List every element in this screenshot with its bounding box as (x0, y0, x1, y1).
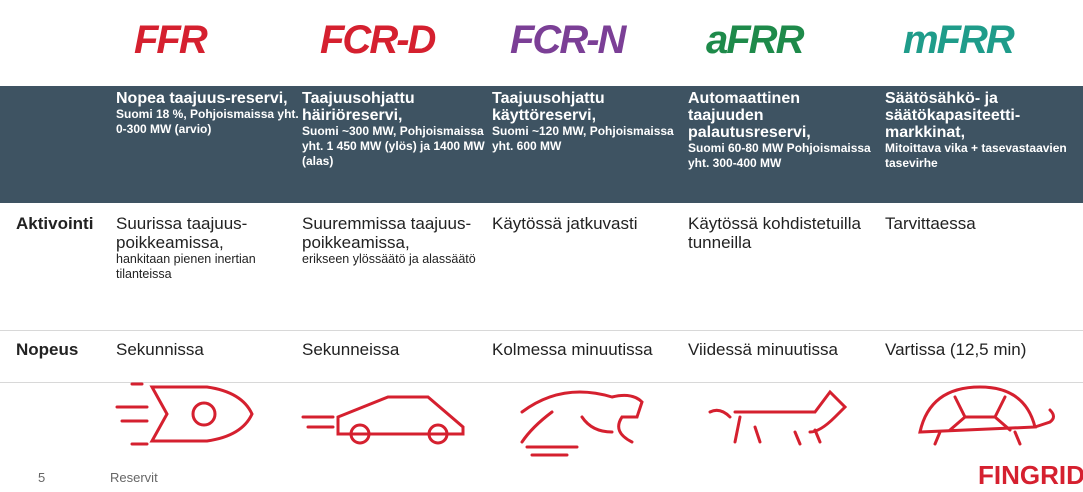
cell-text: Viidessä minuutissa (688, 340, 838, 359)
dog-icon (708, 389, 848, 446)
header-cell: Taajuusohjattu häiriöreservi, Suomi ~300 … (302, 90, 487, 169)
header-title: Nopea taajuus-reservi, (116, 90, 288, 107)
cell: Käytössä kohdistetuilla tunneilla (688, 214, 873, 252)
cell-text: Tarvittaessa (885, 214, 976, 233)
row-label: Nopeus (16, 340, 79, 359)
cell-text: Vartissa (12,5 min) (885, 340, 1027, 359)
cell: Kolmessa minuutissa (492, 340, 677, 359)
header-detail: Suomi ~120 MW, Pohjoismaissa yht. 600 MW (492, 124, 674, 153)
cell: Vartissa (12,5 min) (885, 340, 1070, 359)
section-name: Reservit (110, 470, 158, 485)
cell-note: erikseen ylössäätö ja alassäätö (302, 252, 476, 266)
cell: Sekunnissa (116, 340, 301, 359)
rocket-icon (115, 382, 254, 446)
logo: FFR (134, 18, 208, 62)
cell-note: hankitaan pienen inertian tilanteissa (116, 252, 256, 281)
row-label: Aktivointi (16, 214, 94, 233)
header-band (0, 86, 1083, 203)
logo: mFRR (903, 18, 1015, 62)
header-cell: Taajuusohjattu käyttöreservi, Suomi ~120 … (492, 90, 677, 154)
cell-text: Käytössä jatkuvasti (492, 214, 638, 233)
separator (0, 330, 1083, 331)
cell-text: Suuremmissa taajuus-poikkeamissa, (302, 214, 472, 252)
header-detail: Suomi ~300 MW, Pohjoismaissa yht. 1 450 … (302, 124, 485, 168)
cell: Suurissa taajuus-poikkeamissa, hankitaan … (116, 214, 301, 282)
header-cell: Säätösähkö- ja säätökapasiteetti-markkin… (885, 90, 1070, 171)
cell: Suuremmissa taajuus-poikkeamissa, eriksee… (302, 214, 487, 267)
header-title: Säätösähkö- ja säätökapasiteetti-markkin… (885, 90, 1021, 141)
logo: FCR-N (510, 18, 626, 62)
header-detail: Suomi 18 %, Pohjoismaissa yht. 0-300 MW … (116, 107, 299, 136)
logo: FCR-D (320, 18, 436, 62)
cell-text: Käytössä kohdistetuilla tunneilla (688, 214, 861, 252)
brand: FINGRID (978, 460, 1083, 490)
cell: Käytössä jatkuvasti (492, 214, 677, 233)
header-detail: Suomi 60-80 MW Pohjoismaissa yht. 300-40… (688, 141, 871, 170)
cell-text: Suurissa taajuus-poikkeamissa, (116, 214, 248, 252)
separator (0, 382, 1083, 383)
cheetah-icon (520, 390, 644, 457)
logo: aFRR (706, 18, 804, 62)
page-number: 5 (38, 470, 46, 485)
header-cell: Automaattinen taajuuden palautusreservi,… (688, 90, 873, 171)
cell: Viidessä minuutissa (688, 340, 873, 359)
header-detail: Mitoittava vika + tasevastaavien tasevir… (885, 141, 1067, 170)
turtle-icon (918, 385, 1055, 446)
header-title: Automaattinen taajuuden palautusreservi, (688, 90, 811, 141)
header-title: Taajuusohjattu käyttöreservi, (492, 90, 605, 124)
cell: Tarvittaessa (885, 214, 1070, 233)
car-icon (301, 395, 465, 445)
cell-text: Sekunnissa (116, 340, 204, 359)
header-title: Taajuusohjattu häiriöreservi, (302, 90, 415, 124)
header-cell: Nopea taajuus-reservi, Suomi 18 %, Pohjoi… (116, 90, 301, 137)
cell-text: Kolmessa minuutissa (492, 340, 653, 359)
cell-text: Sekunneissa (302, 340, 400, 359)
cell: Sekunneissa (302, 340, 487, 359)
